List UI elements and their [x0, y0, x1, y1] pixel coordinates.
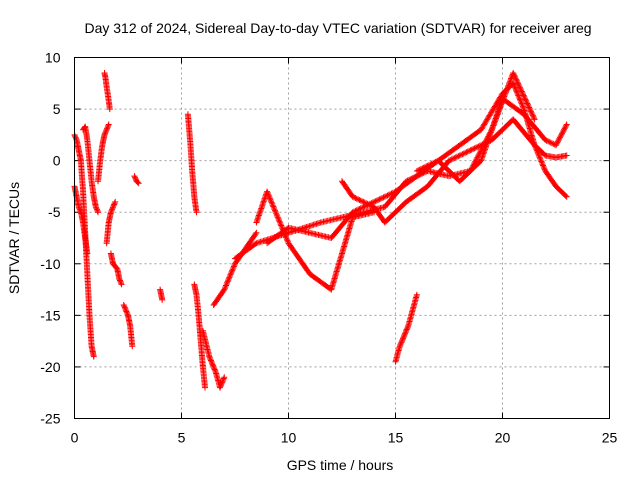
data-series-arc-m — [199, 327, 228, 391]
data-series-arc-i — [131, 173, 142, 187]
x-tick-label: 0 — [71, 430, 79, 446]
data-series-arc-d — [95, 121, 112, 185]
y-axis-ticks: -25 -20 -15 -10 -5 0 5 10 — [40, 50, 610, 427]
data-series-arc-c — [80, 123, 101, 216]
data-series-arc-l — [191, 281, 208, 391]
data-series-arc-k — [184, 111, 200, 216]
x-tick-label: 15 — [388, 430, 404, 446]
x-tick-label: 25 — [602, 430, 618, 446]
y-tick-label: -25 — [40, 411, 60, 427]
y-tick-label: 10 — [45, 50, 61, 66]
data-series-arc-e — [101, 70, 113, 113]
data-series-arc-n — [210, 229, 260, 308]
y-tick-label: -20 — [40, 359, 60, 375]
data-series-arc-j — [157, 286, 166, 303]
data-series-arc-h — [120, 302, 136, 350]
x-tick-label: 20 — [495, 430, 511, 446]
data-series-arc-f — [103, 198, 119, 247]
x-axis-title: GPS time / hours — [287, 457, 394, 473]
x-tick-label: 5 — [178, 430, 186, 446]
plot-frame — [74, 57, 610, 419]
y-tick-label: -15 — [40, 307, 60, 323]
y-tick-label: -10 — [40, 256, 60, 272]
x-tick-label: 10 — [281, 430, 297, 446]
y-tick-label: 0 — [53, 153, 61, 169]
chart-title: Day 312 of 2024, Sidereal Day-to-day VTE… — [84, 20, 591, 36]
data-series-arc-s — [413, 80, 570, 200]
data-series-arc-o — [253, 188, 378, 293]
y-axis-title: SDTVAR / TECUs — [6, 182, 22, 294]
data-series-arc-t — [392, 291, 420, 365]
data-series-arc-g — [107, 250, 125, 288]
y-tick-label: 5 — [53, 101, 61, 117]
y-tick-label: -5 — [48, 204, 61, 220]
data-points — [71, 70, 570, 391]
data-series-arc-r — [339, 116, 570, 226]
